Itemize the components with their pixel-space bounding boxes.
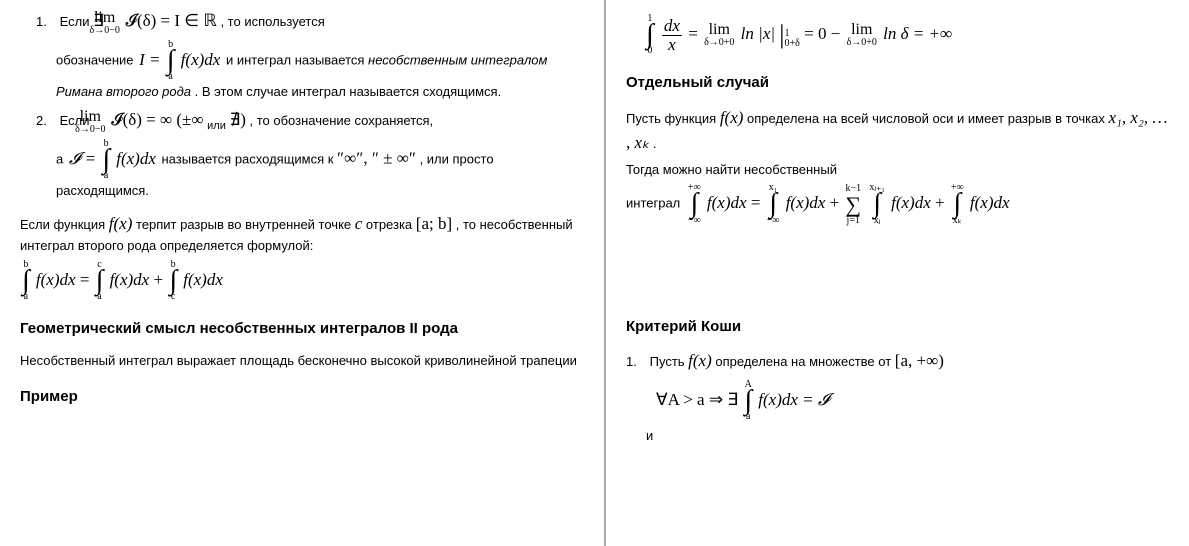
item-number: 2. [36, 111, 56, 131]
item-number: 1. [36, 12, 56, 32]
heading-cauchy: Критерий Коши [626, 316, 1169, 339]
text: и интеграл называется [226, 52, 368, 67]
formula-cauchy: ∀A > a ⇒ ∃ A∫a f(x)dx = 𝓘 [656, 380, 1169, 422]
right-column: 1∫0 dx x = limδ→0+0 ln |x| |10+δ = 0 − l… [606, 0, 1189, 546]
text: обозначение [56, 52, 137, 67]
heading-geometric: Геометрический смысл несобственных интег… [20, 318, 584, 341]
limit-op: lim δ→0−0 [109, 10, 119, 36]
text: . В этом случае интеграл называется сход… [195, 84, 502, 99]
limit-op: lim δ→0−0 [95, 109, 105, 135]
formula-split-integral: b∫a f(x)dx = c∫a f(x)dx + b∫c f(x)dx [20, 260, 584, 302]
infinity-quotes: ″∞″, ″ ± ∞″ [337, 149, 416, 168]
formula-I-integral-2: 𝓘 = b ∫ a f(x)dx [69, 139, 156, 181]
nexists: ∄) [229, 110, 245, 129]
formula-I-integral: I = b ∫ a f(x)dx [139, 40, 220, 82]
text: Если [60, 14, 93, 29]
text: а [56, 152, 67, 167]
list-item-2: 2. Если lim δ→0−0 𝓘(δ) = ∞ (±∞ или ∄) , … [20, 107, 584, 135]
para-and: и [646, 426, 1169, 446]
text: , то обозначение сохраняется, [250, 113, 434, 128]
formula-dx-over-x: 1∫0 dx x = limδ→0+0 ln |x| |10+δ = 0 − l… [644, 14, 1169, 56]
heading-special-case: Отдельный случай [626, 72, 1169, 95]
para-then: Тогда можно найти несобственный [626, 160, 1169, 180]
I-delta-inf: 𝓘(δ) = ∞ (±∞ [111, 110, 203, 129]
para-break-point: Если функция f(x) терпит разрыв во внутр… [20, 211, 584, 256]
para-sum-integral: интеграл +∞∫−∞ f(x)dx = x₁∫−∞ f(x)dx + k… [626, 183, 1169, 225]
page: 1. Если ∃ lim δ→0−0 𝓘(δ) = I ∈ ℝ , то ис… [0, 0, 1189, 546]
cauchy-item-1: 1. Пусть f(x) определена на множестве от… [626, 348, 1169, 374]
para-geometric: Несобственный интеграл выражает площадь … [20, 351, 584, 371]
eval-bar: |10+δ [779, 22, 800, 49]
item2-body: а 𝓘 = b ∫ a f(x)dx называется расходящим… [20, 139, 584, 201]
para-case-def: Пусть функция f(x) определена на всей чи… [626, 105, 1169, 156]
text: интеграл [626, 196, 684, 211]
text: , то используется [220, 14, 324, 29]
formula-sum-integrals: +∞∫−∞ f(x)dx = x₁∫−∞ f(x)dx + k−1∑j=1 xⱼ… [686, 183, 1010, 225]
item1-body: обозначение I = b ∫ a f(x)dx и интеграл … [20, 40, 584, 102]
text: называется расходящимся к [162, 152, 338, 167]
I-delta: 𝓘(δ) = I ∈ ℝ [125, 11, 216, 30]
text: или [207, 120, 226, 132]
heading-example: Пример [20, 386, 584, 409]
left-column: 1. Если ∃ lim δ→0−0 𝓘(δ) = I ∈ ℝ , то ис… [0, 0, 606, 546]
list-item-1: 1. Если ∃ lim δ→0−0 𝓘(δ) = I ∈ ℝ , то ис… [20, 8, 584, 36]
